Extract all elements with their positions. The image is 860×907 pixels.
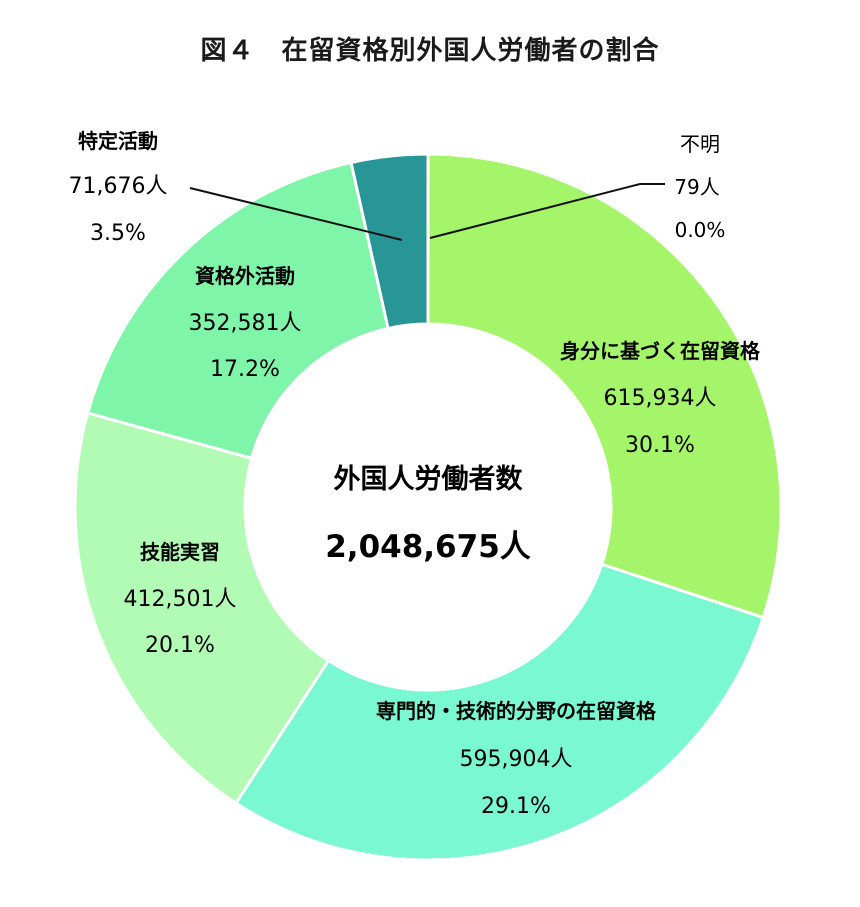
leader-line-tokutei — [189, 187, 403, 241]
slice-5 — [349, 152, 430, 331]
label-pct-shikakugai: 17.2% — [210, 357, 280, 382]
slice-2 — [233, 562, 766, 862]
slice-4 — [85, 160, 390, 461]
label-count-ginou: 412,501人 — [124, 587, 237, 612]
label-name-fumei: 不明 — [680, 132, 720, 156]
slice-3 — [73, 411, 331, 806]
label-count-mibun: 615,934人 — [604, 386, 717, 411]
label-name-senmon: 専門的・技術的分野の在留資格 — [376, 699, 657, 723]
label-pct-ginou: 20.1% — [145, 633, 215, 658]
label-name-mibun: 身分に基づく在留資格 — [560, 339, 761, 363]
label-name-tokutei: 特定活動 — [78, 129, 158, 153]
label-name-shikakugai: 資格外活動 — [195, 264, 295, 288]
label-count-senmon: 595,904人 — [460, 747, 573, 772]
donut-slices — [73, 152, 783, 862]
label-count-fumei: 79人 — [674, 175, 719, 199]
chart-title: 図４ 在留資格別外国人労働者の割合 — [200, 36, 660, 66]
leader-line-fumei — [429, 183, 665, 239]
label-name-ginou: 技能実習 — [140, 540, 220, 564]
center-total: 2,048,675人 — [325, 529, 531, 565]
label-pct-senmon: 29.1% — [481, 794, 551, 819]
leader-lines — [189, 183, 665, 241]
label-count-tokutei: 71,676人 — [69, 174, 168, 199]
label-pct-fumei: 0.0% — [675, 218, 726, 242]
label-pct-tokutei: 3.5% — [90, 221, 146, 246]
center-title: 外国人労働者数 — [334, 464, 524, 495]
label-count-shikakugai: 352,581人 — [189, 311, 302, 336]
label-pct-mibun: 30.1% — [625, 433, 695, 458]
slice-1 — [426, 152, 783, 620]
